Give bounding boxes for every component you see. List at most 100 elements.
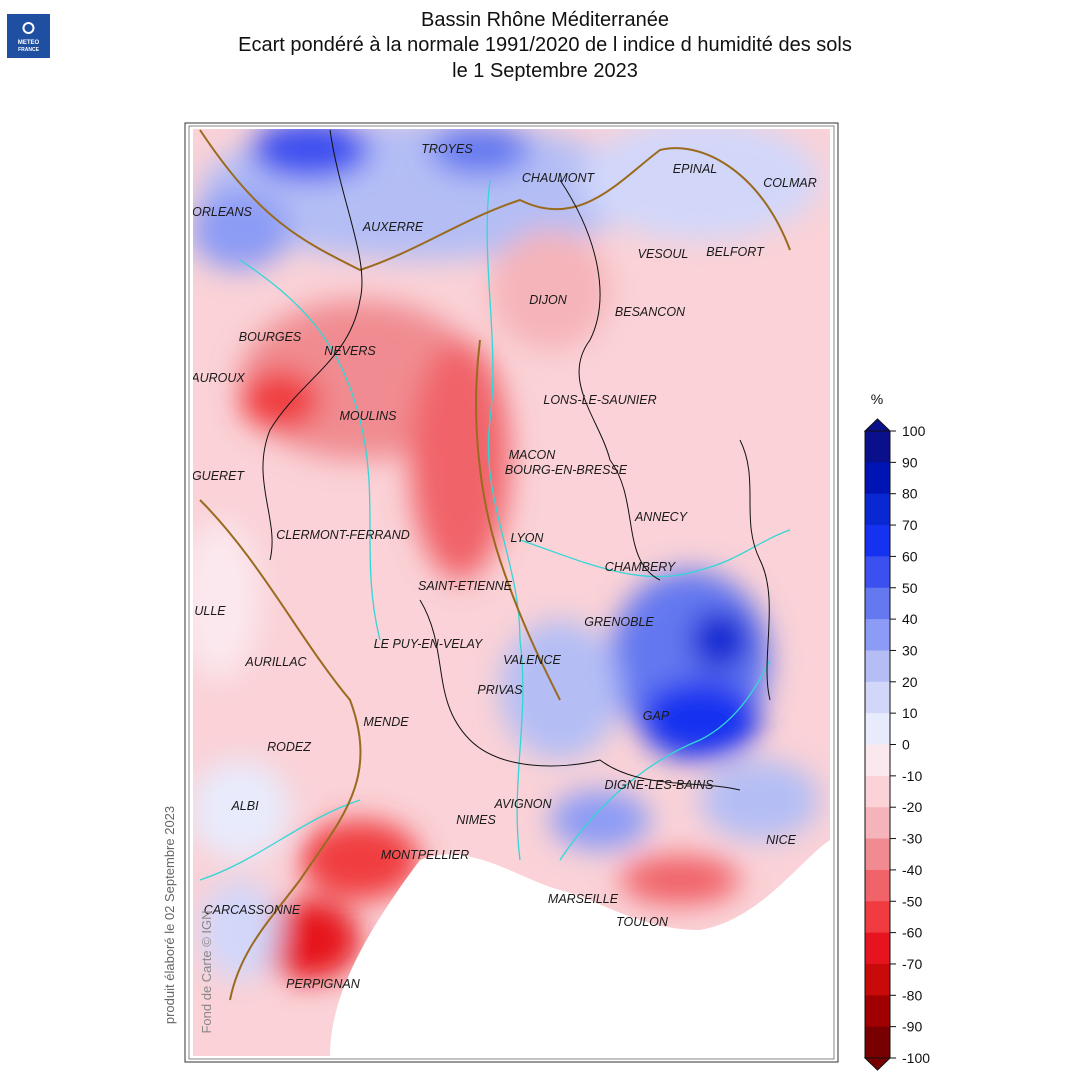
anomaly-field: [193, 129, 820, 980]
colorbar-bin: [865, 744, 890, 777]
city-label: CLERMONT-FERRAND: [276, 528, 410, 542]
colorbar-tick-label: 70: [902, 517, 918, 533]
colorbar-tick-label: -30: [902, 831, 922, 847]
colorbar-bin: [865, 525, 890, 557]
colorbar: 1009080706050403020100-10-20-30-40-50-60…: [864, 423, 930, 1066]
colorbar-tick-label: -80: [902, 987, 922, 1003]
colorbar-tick-label: 80: [902, 486, 918, 502]
city-label: CHAMBERY: [605, 560, 677, 574]
city-label: DIGNE-LES-BAINS: [604, 778, 714, 792]
map-area: TROYES CHAUMONT EPINAL COLMAR ORLEANS AUXERRE…: [190, 129, 830, 1056]
city-label: ORLEANS: [192, 205, 252, 219]
legend-extend-bottom: [863, 1057, 892, 1071]
colorbar-bin: [865, 431, 890, 463]
colorbar-tick-label: 10: [902, 705, 918, 721]
city-label: DIJON: [529, 293, 567, 307]
city-label: BESANCON: [615, 305, 686, 319]
city-label: NEVERS: [324, 344, 376, 358]
title: Bassin Rhône Méditerranée: [421, 9, 669, 31]
colorbar-tick-label: -50: [902, 893, 922, 909]
city-label: BELFORT: [706, 245, 765, 259]
colorbar-tick-label: 30: [902, 642, 918, 658]
colorbar-tick-label: -90: [902, 1019, 922, 1035]
city-label: TOULON: [616, 915, 669, 929]
legend-extend-top: [863, 418, 892, 432]
city-labels: TROYES CHAUMONT EPINAL COLMAR ORLEANS AUXERRE…: [190, 142, 817, 991]
logo-text: FRANCE: [18, 47, 39, 53]
city-label: LE PUY-EN-VELAY: [374, 637, 484, 651]
colorbar-bin: [865, 995, 890, 1028]
colorbar-bin: [865, 619, 890, 651]
city-label: BOURGES: [239, 330, 302, 344]
map-frame: [188, 125, 835, 1060]
city-label: ANNECY: [634, 510, 689, 524]
legend-unit: %: [871, 391, 883, 407]
colorbar-tick-label: 0: [902, 737, 910, 753]
colorbar-tick-label: -100: [902, 1050, 930, 1066]
title: Ecart pondéré à la normale 1991/2020 de …: [238, 34, 852, 56]
colorbar-bin: [865, 1026, 890, 1059]
city-label: AUROUX: [190, 371, 245, 385]
colorbar-bin: [865, 556, 890, 589]
colorbar-bin: [865, 493, 890, 526]
city-label: MOULINS: [340, 409, 398, 423]
city-label: TROYES: [421, 142, 473, 156]
colorbar-bin: [865, 681, 890, 714]
city-label: GUERET: [192, 469, 245, 483]
colorbar-bin: [865, 901, 890, 934]
colorbar-bin: [865, 963, 890, 996]
colorbar-tick-label: -20: [902, 799, 922, 815]
colorbar-bin: [865, 650, 890, 683]
colorbar-bin: [865, 932, 890, 965]
city-label: BOURG-EN-BRESSE: [505, 463, 628, 477]
city-label: PRIVAS: [477, 683, 523, 697]
logo-icon: [22, 22, 35, 34]
basin-borders: [199, 129, 791, 1001]
rivers: [199, 179, 791, 881]
logo-text: METEO: [18, 40, 40, 46]
colorbar-bin: [865, 838, 890, 871]
city-label: VALENCE: [503, 653, 561, 667]
city-label: SAINT-ETIENNE: [418, 579, 513, 593]
city-label: LONS-LE-SAUNIER: [543, 393, 656, 407]
colorbar-bin: [865, 462, 890, 495]
credit-basemap: Fond de Carte © IGN: [199, 910, 214, 1033]
colorbar-tick-label: 100: [902, 423, 926, 439]
colorbar-tick-label: -40: [902, 862, 922, 878]
colorbar-tick-label: -70: [902, 956, 922, 972]
colorbar-bin: [865, 713, 890, 745]
colorbar-tick-label: 60: [902, 548, 918, 564]
colorbar-bin: [865, 869, 890, 902]
map-frame: [184, 122, 839, 1063]
credit-produced: produit élaboré le 02 Septembre 2023: [162, 806, 177, 1024]
colorbar-bin: [865, 807, 890, 840]
city-label: GRENOBLE: [584, 615, 654, 629]
sea: [330, 840, 830, 1056]
city-label: NIMES: [456, 813, 496, 827]
colorbar-tick-label: 50: [902, 580, 918, 596]
city-label: MONTPELLIER: [381, 848, 469, 862]
colorbar-tick-label: -60: [902, 925, 922, 941]
city-label: COLMAR: [763, 176, 816, 190]
city-label: RODEZ: [267, 740, 311, 754]
city-label: AVIGNON: [494, 797, 553, 811]
city-label: VESOUL: [638, 247, 689, 261]
colorbar-bin: [865, 587, 890, 620]
city-label: ULLE: [194, 604, 226, 618]
city-label: PERPIGNAN: [286, 977, 361, 991]
colorbar-bin: [865, 775, 890, 808]
city-label: CARCASSONNE: [204, 903, 301, 917]
city-label: AURILLAC: [244, 655, 307, 669]
colorbar-tick-label: 90: [902, 454, 918, 470]
city-label: GAP: [643, 709, 670, 723]
city-label: NICE: [766, 833, 797, 847]
city-label: LYON: [511, 531, 545, 545]
city-label: AUXERRE: [362, 220, 424, 234]
city-label: EPINAL: [673, 162, 718, 176]
title: le 1 Septembre 2023: [452, 60, 638, 82]
colorbar-tick-label: 20: [902, 674, 918, 690]
city-label: MARSEILLE: [548, 892, 619, 906]
city-label: MACON: [509, 448, 557, 462]
